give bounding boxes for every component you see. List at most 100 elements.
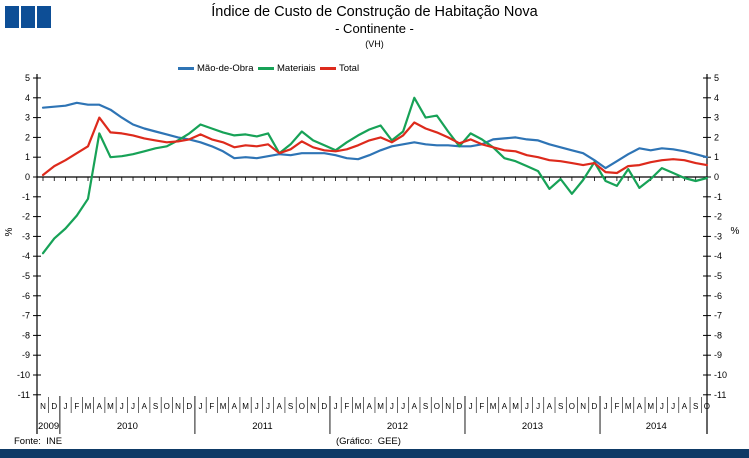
x-month-label: F xyxy=(74,402,79,411)
y-tick-label-right: -10 xyxy=(714,370,727,380)
y-tick-label-left: -11 xyxy=(18,390,30,400)
y-tick-label-right: -1 xyxy=(714,192,722,202)
y-tick-label-right: 0 xyxy=(714,172,719,182)
x-month-label: N xyxy=(175,402,181,411)
x-month-label: N xyxy=(40,402,46,411)
chart-unit-note: (VH) xyxy=(365,38,384,49)
x-month-label: J xyxy=(64,402,68,411)
bottom-bar xyxy=(0,449,749,458)
x-month-label: A xyxy=(637,402,643,411)
y-tick-label-right: -3 xyxy=(714,231,722,241)
logo-square-3 xyxy=(37,6,51,28)
x-month-label: J xyxy=(536,402,540,411)
x-month-label: O xyxy=(164,402,170,411)
y-tick-label-right: 2 xyxy=(714,132,719,142)
x-month-label: N xyxy=(445,402,451,411)
x-month-label: J xyxy=(390,402,394,411)
x-month-label: M xyxy=(107,402,114,411)
legend-label-total: Total xyxy=(339,62,360,74)
year-label: 2010 xyxy=(117,421,138,432)
x-month-label: J xyxy=(199,402,203,411)
x-month-label: M xyxy=(220,402,227,411)
chart-subtitle: - Continente - xyxy=(335,20,414,36)
y-tick-label-right: 4 xyxy=(714,93,719,103)
series-line-materiais xyxy=(41,96,709,255)
y-tick-label-right: -4 xyxy=(714,251,722,261)
x-month-label: A xyxy=(97,402,103,411)
x-month-label: A xyxy=(502,402,508,411)
year-label: 2013 xyxy=(522,421,543,432)
chart-legend: Mão-de-Obra Materiais Total xyxy=(0,62,749,74)
y-tick-label-right: 1 xyxy=(714,152,719,162)
x-month-label: A xyxy=(547,402,553,411)
logo-square-1 xyxy=(5,6,19,28)
x-month-label: O xyxy=(704,402,710,411)
x-month-label: F xyxy=(614,402,619,411)
y-tick-label-left: 1 xyxy=(25,152,30,162)
percent-label-right: % xyxy=(731,226,740,237)
y-tick-label-left: -1 xyxy=(22,192,30,202)
x-month-label: D xyxy=(456,402,462,411)
y-tick-label-right: -11 xyxy=(714,390,726,400)
legend-swatch-mao-de-obra-icon xyxy=(178,66,194,70)
x-month-label: S xyxy=(693,402,698,411)
legend-item-total: Total xyxy=(320,62,359,74)
x-month-label: D xyxy=(592,402,598,411)
x-month-label: J xyxy=(604,402,608,411)
chart-title: Índice de Custo de Construção de Habitaç… xyxy=(211,4,538,20)
y-tick-label-left: -8 xyxy=(22,330,30,340)
gee-logo xyxy=(5,6,51,28)
y-tick-label-right: -9 xyxy=(714,350,722,360)
legend-label-materiais: Materiais xyxy=(277,62,316,74)
x-month-label: J xyxy=(255,402,259,411)
y-tick-label-left: 3 xyxy=(25,113,30,123)
x-month-label: O xyxy=(569,402,575,411)
x-month-label: A xyxy=(232,402,238,411)
x-month-label: M xyxy=(625,402,632,411)
y-tick-label-right: -7 xyxy=(714,311,722,321)
x-month-label: S xyxy=(558,402,563,411)
y-tick-label-left: 2 xyxy=(25,132,30,142)
x-month-label: O xyxy=(434,402,440,411)
y-tick-label-left: 4 xyxy=(25,93,30,103)
x-month-label: J xyxy=(401,402,405,411)
x-month-label: S xyxy=(288,402,293,411)
y-tick-label-left: 0 xyxy=(25,172,30,182)
x-month-label: J xyxy=(266,402,270,411)
x-month-label: M xyxy=(85,402,92,411)
y-tick-label-left: -2 xyxy=(22,212,30,222)
x-month-label: S xyxy=(153,402,158,411)
y-tick-label-left: -10 xyxy=(17,370,30,380)
title-block: Índice de Custo de Construção de Habitaç… xyxy=(0,4,749,49)
legend-label-mao-de-obra: Mão-de-Obra xyxy=(197,62,254,74)
x-month-label: N xyxy=(310,402,316,411)
logo-square-2 xyxy=(21,6,35,28)
x-month-label: J xyxy=(131,402,135,411)
year-label: 2009 xyxy=(38,421,59,432)
x-month-label: J xyxy=(334,402,338,411)
credit-note: (Gráfico: GEE) xyxy=(336,436,401,447)
x-month-label: S xyxy=(423,402,428,411)
y-tick-label-left: -5 xyxy=(22,271,30,281)
x-month-label: J xyxy=(469,402,473,411)
x-month-label: M xyxy=(647,402,654,411)
x-month-label: N xyxy=(580,402,586,411)
y-tick-label-right: -8 xyxy=(714,330,722,340)
year-label: 2012 xyxy=(387,421,408,432)
y-tick-label-left: 5 xyxy=(25,73,30,83)
y-tick-label-left: -9 xyxy=(22,350,30,360)
x-month-label: O xyxy=(299,402,305,411)
y-tick-label-left: -7 xyxy=(22,311,30,321)
source-note: Fonte: INE xyxy=(14,436,63,447)
x-month-label: J xyxy=(525,402,529,411)
y-tick-label-right: 3 xyxy=(714,113,719,123)
x-month-label: M xyxy=(512,402,519,411)
x-month-label: J xyxy=(671,402,675,411)
x-month-label: D xyxy=(51,402,57,411)
year-label: 2014 xyxy=(646,421,667,432)
x-month-label: M xyxy=(490,402,497,411)
x-month-label: D xyxy=(321,402,327,411)
x-month-label: A xyxy=(682,402,688,411)
x-month-label: F xyxy=(344,402,349,411)
